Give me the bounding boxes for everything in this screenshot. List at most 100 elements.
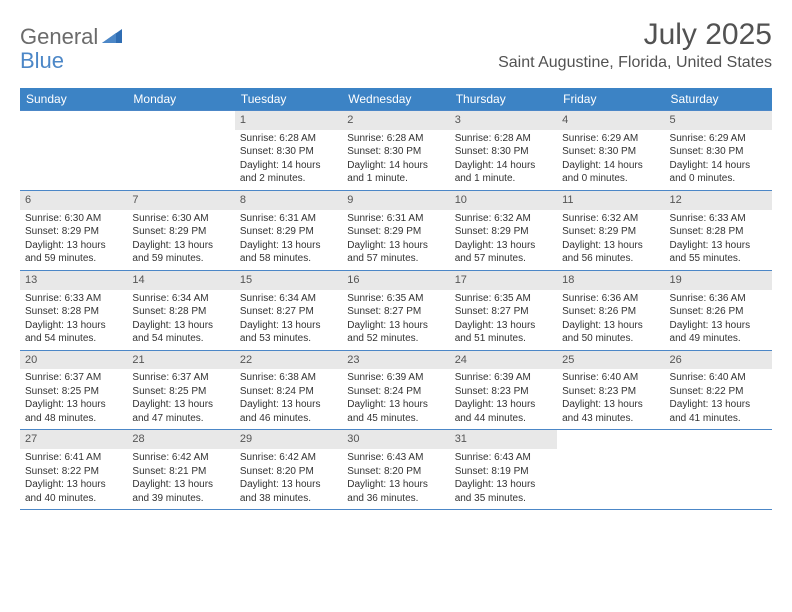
cell-body: Sunrise: 6:37 AMSunset: 8:25 PMDaylight:… (127, 369, 234, 429)
cell-day-number: 24 (450, 351, 557, 370)
cell-body: Sunrise: 6:32 AMSunset: 8:29 PMDaylight:… (450, 210, 557, 270)
sunset-text: Sunset: 8:30 PM (670, 145, 767, 159)
cell-body: Sunrise: 6:35 AMSunset: 8:27 PMDaylight:… (450, 290, 557, 350)
sunset-text: Sunset: 8:26 PM (562, 305, 659, 319)
day-header: Wednesday (342, 88, 449, 110)
sunset-text: Sunset: 8:21 PM (132, 465, 229, 479)
sunrise-text: Sunrise: 6:30 AM (132, 212, 229, 226)
cell-day-number: 11 (557, 191, 664, 210)
sunset-text: Sunset: 8:20 PM (240, 465, 337, 479)
cell-body: Sunrise: 6:42 AMSunset: 8:20 PMDaylight:… (235, 449, 342, 509)
calendar-cell: 7Sunrise: 6:30 AMSunset: 8:29 PMDaylight… (127, 191, 234, 270)
calendar-cell: 30Sunrise: 6:43 AMSunset: 8:20 PMDayligh… (342, 430, 449, 509)
sunrise-text: Sunrise: 6:28 AM (347, 132, 444, 146)
sunrise-text: Sunrise: 6:31 AM (240, 212, 337, 226)
calendar-cell: 25Sunrise: 6:40 AMSunset: 8:23 PMDayligh… (557, 351, 664, 430)
cell-body: Sunrise: 6:29 AMSunset: 8:30 PMDaylight:… (557, 130, 664, 190)
daylight-text: Daylight: 13 hours and 38 minutes. (240, 478, 337, 505)
sunrise-text: Sunrise: 6:33 AM (670, 212, 767, 226)
sunset-text: Sunset: 8:23 PM (455, 385, 552, 399)
cell-body: Sunrise: 6:43 AMSunset: 8:20 PMDaylight:… (342, 449, 449, 509)
daylight-text: Daylight: 13 hours and 57 minutes. (455, 239, 552, 266)
daylight-text: Daylight: 14 hours and 0 minutes. (562, 159, 659, 186)
cell-body: Sunrise: 6:28 AMSunset: 8:30 PMDaylight:… (450, 130, 557, 190)
sunset-text: Sunset: 8:20 PM (347, 465, 444, 479)
cell-day-number: 15 (235, 271, 342, 290)
sunset-text: Sunset: 8:28 PM (132, 305, 229, 319)
sunset-text: Sunset: 8:29 PM (455, 225, 552, 239)
sunset-text: Sunset: 8:29 PM (132, 225, 229, 239)
cell-day-number: 16 (342, 271, 449, 290)
sunset-text: Sunset: 8:25 PM (132, 385, 229, 399)
daylight-text: Daylight: 13 hours and 44 minutes. (455, 398, 552, 425)
sunset-text: Sunset: 8:25 PM (25, 385, 122, 399)
sunrise-text: Sunrise: 6:29 AM (670, 132, 767, 146)
calendar-cell: 1Sunrise: 6:28 AMSunset: 8:30 PMDaylight… (235, 111, 342, 190)
calendar-cell: . (665, 430, 772, 509)
day-header: Friday (557, 88, 664, 110)
cell-day-number: 4 (557, 111, 664, 130)
logo: General (20, 18, 124, 50)
sunrise-text: Sunrise: 6:39 AM (455, 371, 552, 385)
cell-day-number: 17 (450, 271, 557, 290)
cell-day-number: 6 (20, 191, 127, 210)
cell-body: Sunrise: 6:35 AMSunset: 8:27 PMDaylight:… (342, 290, 449, 350)
daylight-text: Daylight: 13 hours and 55 minutes. (670, 239, 767, 266)
daylight-text: Daylight: 13 hours and 36 minutes. (347, 478, 444, 505)
week-row: 6Sunrise: 6:30 AMSunset: 8:29 PMDaylight… (20, 191, 772, 271)
title-month: July 2025 (498, 18, 772, 52)
calendar-cell: . (127, 111, 234, 190)
calendar-cell: 8Sunrise: 6:31 AMSunset: 8:29 PMDaylight… (235, 191, 342, 270)
cell-body: Sunrise: 6:37 AMSunset: 8:25 PMDaylight:… (20, 369, 127, 429)
sunset-text: Sunset: 8:28 PM (670, 225, 767, 239)
week-row: 13Sunrise: 6:33 AMSunset: 8:28 PMDayligh… (20, 271, 772, 351)
sunrise-text: Sunrise: 6:36 AM (562, 292, 659, 306)
sunrise-text: Sunrise: 6:29 AM (562, 132, 659, 146)
logo-triangle-icon (102, 27, 122, 48)
cell-body: Sunrise: 6:33 AMSunset: 8:28 PMDaylight:… (665, 210, 772, 270)
daylight-text: Daylight: 13 hours and 50 minutes. (562, 319, 659, 346)
week-row: ..1Sunrise: 6:28 AMSunset: 8:30 PMDaylig… (20, 110, 772, 191)
sunset-text: Sunset: 8:30 PM (347, 145, 444, 159)
daylight-text: Daylight: 13 hours and 58 minutes. (240, 239, 337, 266)
cell-day-number: 2 (342, 111, 449, 130)
daylight-text: Daylight: 14 hours and 0 minutes. (670, 159, 767, 186)
daylight-text: Daylight: 13 hours and 53 minutes. (240, 319, 337, 346)
cell-day-number: 23 (342, 351, 449, 370)
daylight-text: Daylight: 13 hours and 43 minutes. (562, 398, 659, 425)
day-header: Thursday (450, 88, 557, 110)
calendar-cell: 18 Sunrise: 6:36 AMSunset: 8:26 PMDayligh… (557, 271, 664, 350)
day-header: Monday (127, 88, 234, 110)
calendar-cell: . (557, 430, 664, 509)
cell-body: Sunrise: 6:41 AMSunset: 8:22 PMDaylight:… (20, 449, 127, 509)
cell-day-number: 3 (450, 111, 557, 130)
calendar-cell: 2 Sunrise: 6:28 AMSunset: 8:30 PMDaylight… (342, 111, 449, 190)
sunrise-text: Sunrise: 6:33 AM (25, 292, 122, 306)
daylight-text: Daylight: 13 hours and 35 minutes. (455, 478, 552, 505)
cell-day-number: 28 (127, 430, 234, 449)
calendar-cell: 10Sunrise: 6:32 AMSunset: 8:29 PMDayligh… (450, 191, 557, 270)
cell-body: Sunrise: 6:40 AMSunset: 8:22 PMDaylight:… (665, 369, 772, 429)
calendar-cell: 19Sunrise: 6:36 AMSunset: 8:26 PMDayligh… (665, 271, 772, 350)
cell-day-number: 1 (235, 111, 342, 130)
daylight-text: Daylight: 13 hours and 54 minutes. (132, 319, 229, 346)
cell-body: Sunrise: 6:42 AMSunset: 8:21 PMDaylight:… (127, 449, 234, 509)
daylight-text: Daylight: 13 hours and 49 minutes. (670, 319, 767, 346)
cell-day-number: 12 (665, 191, 772, 210)
daylight-text: Daylight: 14 hours and 1 minute. (347, 159, 444, 186)
daylight-text: Daylight: 14 hours and 1 minute. (455, 159, 552, 186)
cell-body: Sunrise: 6:34 AMSunset: 8:27 PMDaylight:… (235, 290, 342, 350)
daylight-text: Daylight: 13 hours and 59 minutes. (132, 239, 229, 266)
cell-body: Sunrise: 6:30 AMSunset: 8:29 PMDaylight:… (127, 210, 234, 270)
cell-day-number: 19 (665, 271, 772, 290)
calendar-cell: 14Sunrise: 6:34 AMSunset: 8:28 PMDayligh… (127, 271, 234, 350)
sunset-text: Sunset: 8:24 PM (347, 385, 444, 399)
cell-day-number: 10 (450, 191, 557, 210)
day-header: Tuesday (235, 88, 342, 110)
sunrise-text: Sunrise: 6:28 AM (240, 132, 337, 146)
cell-day-number: 26 (665, 351, 772, 370)
title-location: Saint Augustine, Florida, United States (498, 54, 772, 72)
sunrise-text: Sunrise: 6:43 AM (347, 451, 444, 465)
cell-day-number: 18 (557, 271, 664, 290)
day-headers-row: SundayMondayTuesdayWednesdayThursdayFrid… (20, 88, 772, 110)
